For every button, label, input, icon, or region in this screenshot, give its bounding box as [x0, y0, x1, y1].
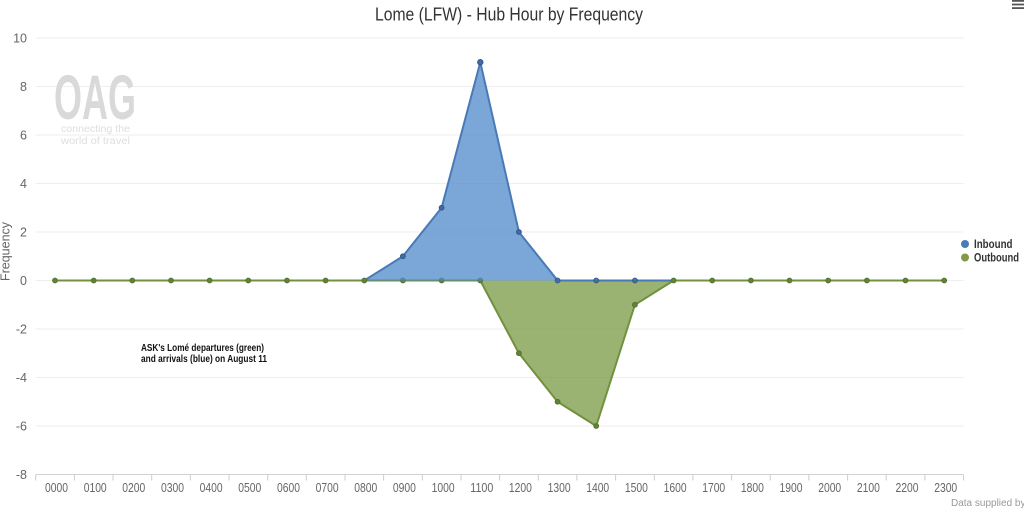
- svg-text:Outbound: Outbound: [974, 253, 1019, 265]
- svg-text:4: 4: [20, 177, 27, 191]
- svg-text:1800: 1800: [741, 481, 764, 495]
- svg-text:0900: 0900: [393, 481, 416, 495]
- svg-text:2300: 2300: [934, 481, 957, 495]
- svg-text:1700: 1700: [702, 481, 725, 495]
- svg-text:-8: -8: [16, 468, 27, 482]
- svg-text:-4: -4: [16, 371, 27, 385]
- svg-text:8: 8: [20, 80, 27, 94]
- svg-text:0500: 0500: [238, 481, 261, 495]
- svg-text:OAG: OAG: [54, 63, 136, 133]
- svg-text:2100: 2100: [857, 481, 880, 495]
- svg-text:0800: 0800: [354, 481, 377, 495]
- svg-text:2000: 2000: [818, 481, 841, 495]
- svg-text:1500: 1500: [625, 481, 648, 495]
- svg-text:Lome (LFW) - Hub Hour by Frequ: Lome (LFW) - Hub Hour by Frequency: [375, 4, 644, 25]
- svg-text:Frequency: Frequency: [0, 221, 13, 281]
- svg-text:1600: 1600: [664, 481, 687, 495]
- svg-text:and arrivals (blue) on August: and arrivals (blue) on August 11: [141, 354, 267, 365]
- svg-text:0600: 0600: [277, 481, 300, 495]
- svg-text:0000: 0000: [45, 481, 68, 495]
- svg-text:0: 0: [20, 274, 27, 288]
- svg-text:10: 10: [13, 32, 27, 46]
- svg-text:world of travel: world of travel: [60, 136, 130, 147]
- svg-text:1100: 1100: [470, 481, 493, 495]
- svg-text:6: 6: [20, 129, 27, 143]
- svg-text:ASK's Lomé departures (green): ASK's Lomé departures (green): [141, 343, 264, 354]
- svg-text:0200: 0200: [122, 481, 145, 495]
- svg-text:connecting the: connecting the: [61, 124, 130, 135]
- svg-text:Data supplied by OAG: Data supplied by OAG: [951, 498, 1024, 509]
- svg-text:0400: 0400: [200, 481, 223, 495]
- svg-text:1000: 1000: [432, 481, 455, 495]
- svg-text:1400: 1400: [586, 481, 609, 495]
- svg-text:-6: -6: [16, 420, 27, 434]
- svg-text:-2: -2: [16, 323, 27, 337]
- svg-text:1200: 1200: [509, 481, 532, 495]
- svg-text:0700: 0700: [316, 481, 339, 495]
- svg-text:2: 2: [20, 226, 27, 240]
- svg-text:1900: 1900: [780, 481, 803, 495]
- svg-text:Inbound: Inbound: [974, 239, 1013, 251]
- svg-text:0100: 0100: [84, 481, 107, 495]
- svg-text:1300: 1300: [548, 481, 571, 495]
- svg-text:0300: 0300: [161, 481, 184, 495]
- svg-text:2200: 2200: [896, 481, 919, 495]
